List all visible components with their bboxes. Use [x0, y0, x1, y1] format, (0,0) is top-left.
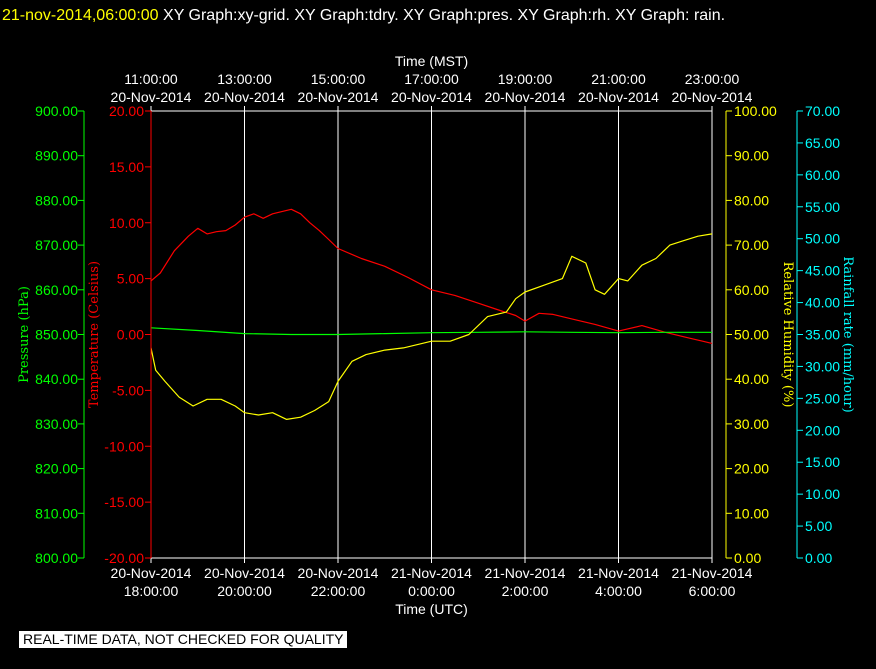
humidity-tick-label: 20.00	[734, 461, 769, 477]
pressure-tick-label: 890.00	[35, 148, 78, 164]
humidity-tick-label: 50.00	[734, 327, 769, 343]
rain-tick-label: 0.00	[805, 550, 832, 566]
rain-tick-label: 55.00	[805, 199, 840, 215]
rain-tick-label: 25.00	[805, 390, 840, 406]
x-tick-label-bottom-date: 21-Nov-2014	[391, 565, 472, 581]
x-tick-label-top-time: 11:00:00	[124, 71, 178, 87]
x-tick-label-top-date: 20-Nov-2014	[485, 89, 566, 105]
pressure-tick-label: 880.00	[35, 192, 78, 208]
x-tick-label-bottom-time: 20:00:00	[217, 583, 272, 599]
temperature-tick-label: -5.00	[112, 382, 144, 398]
rain-tick-label: 35.00	[805, 327, 840, 343]
x-tick-label-top-date: 20-Nov-2014	[578, 89, 659, 105]
pressure-tick-label: 870.00	[35, 237, 78, 253]
x-axis-label-bottom: Time (UTC)	[395, 601, 468, 617]
rain-tick-label: 10.00	[805, 486, 840, 502]
humidity-tick-label: 30.00	[734, 416, 769, 432]
x-tick-label-top-time: 19:00:00	[498, 71, 553, 87]
x-tick-label-bottom-date: 21-Nov-2014	[672, 565, 753, 581]
temperature-tick-label: 20.00	[109, 103, 144, 119]
x-tick-label-bottom-time: 6:00:00	[689, 583, 736, 599]
x-tick-label-top-date: 20-Nov-2014	[204, 89, 285, 105]
x-tick-label-top-date: 20-Nov-2014	[298, 89, 379, 105]
x-tick-label-top-time: 13:00:00	[217, 71, 272, 87]
x-tick-label-bottom-date: 20-Nov-2014	[298, 565, 379, 581]
humidity-tick-label: 80.00	[734, 192, 769, 208]
temperature-tick-label: -15.00	[104, 494, 144, 510]
rain-axis-title: Rainfall rate (mm/hour)	[840, 256, 855, 412]
pressure-axis-title: Pressure (hPa)	[17, 286, 32, 383]
x-tick-label-bottom-date: 20-Nov-2014	[204, 565, 285, 581]
x-tick-label-bottom-time: 0:00:00	[408, 583, 455, 599]
pressure-tick-label: 810.00	[35, 505, 78, 521]
x-tick-label-top-time: 21:00:00	[591, 71, 646, 87]
rain-tick-label: 50.00	[805, 231, 840, 247]
humidity-tick-label: 70.00	[734, 237, 769, 253]
temperature-tick-label: 15.00	[109, 159, 144, 175]
quality-notice: REAL-TIME DATA, NOT CHECKED FOR QUALITY	[19, 631, 348, 648]
title-timestamp: 21-nov-2014,06:00:00	[2, 7, 159, 24]
humidity-tick-label: 60.00	[734, 282, 769, 298]
title-bar: 21-nov-2014,06:00:00 XY Graph:xy-grid. X…	[2, 2, 862, 29]
x-tick-label-top-date: 20-Nov-2014	[391, 89, 472, 105]
temperature-tick-label: -20.00	[104, 550, 144, 566]
series-line-pres	[150, 327, 712, 336]
rain-tick-label: 30.00	[805, 358, 840, 374]
x-tick-label-bottom-time: 2:00:00	[502, 583, 549, 599]
series-line-rh	[150, 233, 713, 420]
x-tick-label-top-time: 17:00:00	[404, 71, 459, 87]
grid-lines	[244, 111, 619, 558]
rain-tick-label: 40.00	[805, 295, 840, 311]
humidity-tick-label: 10.00	[734, 505, 769, 521]
pressure-tick-label: 840.00	[35, 371, 78, 387]
x-tick-label-bottom-date: 21-Nov-2014	[578, 565, 659, 581]
temperature-tick-label: 10.00	[109, 215, 144, 231]
pressure-tick-label: 800.00	[35, 550, 78, 566]
series-layer	[150, 208, 713, 420]
pressure-tick-label: 860.00	[35, 282, 78, 298]
x-tick-label-bottom-date: 20-Nov-2014	[111, 565, 192, 581]
rain-tick-label: 5.00	[805, 518, 832, 534]
x-tick-label-top-date: 20-Nov-2014	[672, 89, 753, 105]
rain-tick-label: 20.00	[805, 422, 840, 438]
x-tick-label-bottom-time: 22:00:00	[311, 583, 366, 599]
humidity-axis-title: Relative Humidity (%)	[780, 262, 795, 408]
humidity-tick-label: 90.00	[734, 148, 769, 164]
pressure-tick-label: 820.00	[35, 461, 78, 477]
humidity-tick-label: 40.00	[734, 371, 769, 387]
rain-tick-label: 15.00	[805, 454, 840, 470]
x-tick-label-top-time: 23:00:00	[685, 71, 740, 87]
rain-tick-label: 70.00	[805, 103, 840, 119]
series-line-tdry	[150, 208, 713, 344]
x-tick-label-top-time: 15:00:00	[311, 71, 366, 87]
temperature-axis-title: Temperature (Celsius)	[87, 261, 102, 408]
pressure-tick-label: 900.00	[35, 103, 78, 119]
temperature-tick-label: 5.00	[117, 271, 144, 287]
x-tick-label-bottom-time: 4:00:00	[595, 583, 642, 599]
pressure-tick-label: 850.00	[35, 327, 78, 343]
x-tick-label-bottom-time: 18:00:00	[124, 583, 179, 599]
rain-tick-label: 65.00	[805, 135, 840, 151]
text-layer: 20-Nov-2014 18:00:00 20-Nov-2014 20:00:00 20…	[17, 53, 855, 617]
x-tick-label-bottom-date: 21-Nov-2014	[485, 565, 566, 581]
temperature-tick-label: -10.00	[104, 438, 144, 454]
axes-layer	[78, 106, 803, 563]
title-graph-list: XY Graph:xy-grid. XY Graph:tdry. XY Grap…	[158, 7, 726, 24]
x-axis-label-top: Time (MST)	[395, 53, 468, 69]
rain-tick-label: 45.00	[805, 263, 840, 279]
x-tick-label-top-date: 20-Nov-2014	[111, 89, 192, 105]
temperature-tick-label: 0.00	[117, 327, 144, 343]
humidity-tick-label: 100.00	[734, 103, 777, 119]
pressure-tick-label: 830.00	[35, 416, 78, 432]
humidity-tick-label: 0.00	[734, 550, 761, 566]
rain-tick-label: 60.00	[805, 167, 840, 183]
